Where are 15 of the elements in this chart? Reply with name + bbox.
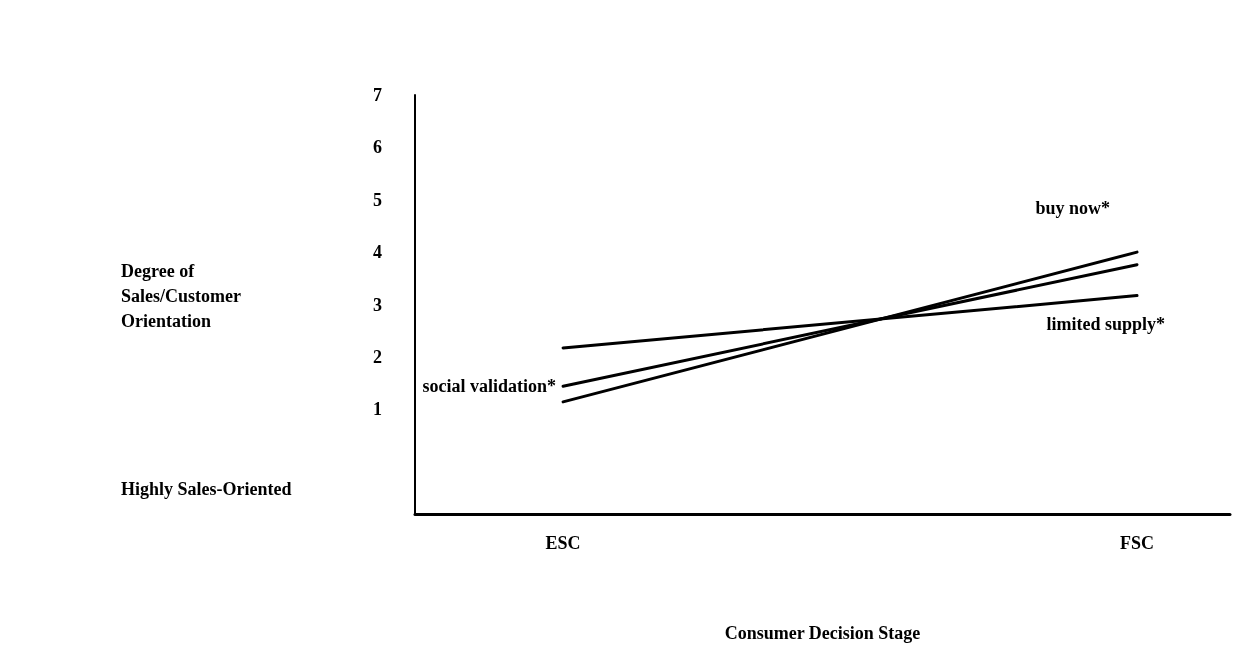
- y-tick-label: 6: [373, 137, 382, 158]
- y-tick-label: 7: [373, 85, 382, 105]
- x-axis-title: Consumer Decision Stage: [724, 623, 921, 643]
- x-tick-label: ESC: [545, 533, 581, 553]
- text: buy now*: [1035, 198, 1111, 219]
- y-tick-label: 1: [373, 399, 382, 420]
- text: Highly Sales-Oriented: [121, 478, 292, 499]
- y-tick-label: 4: [373, 242, 382, 263]
- x-tick-label: FSC: [1120, 533, 1155, 553]
- series-label: social validation*: [422, 376, 557, 397]
- y-tick-label: 3: [373, 294, 382, 315]
- y-tick-label: 2: [373, 346, 382, 367]
- series-label: limited supply*: [1046, 313, 1166, 334]
- text: Degree of Sales/Customer Orientation: [121, 260, 241, 331]
- y-tick-label: 5: [373, 189, 382, 210]
